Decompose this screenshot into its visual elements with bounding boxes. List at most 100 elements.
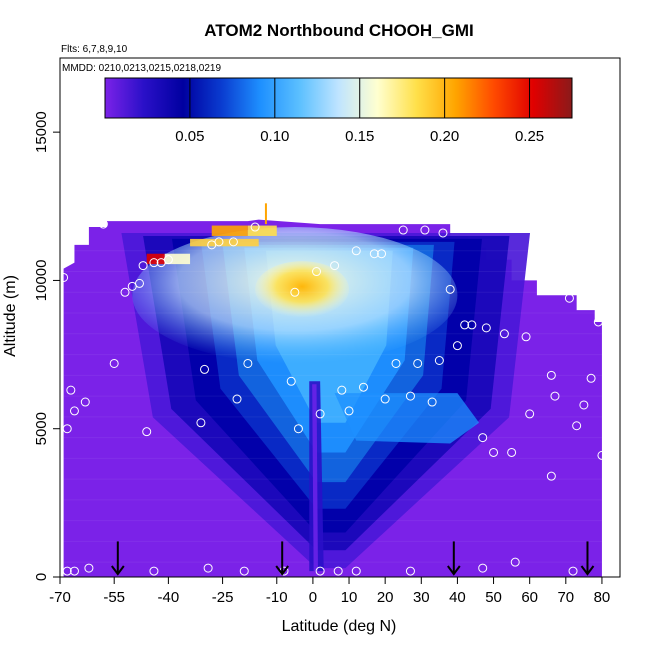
flight-arrows xyxy=(111,541,595,576)
observation-point xyxy=(330,261,340,271)
flight-arrow xyxy=(275,541,289,576)
observation-point xyxy=(499,329,509,339)
observation-point xyxy=(546,471,556,481)
flight-arrow xyxy=(447,541,461,576)
observation-point xyxy=(232,394,242,404)
observation-point xyxy=(420,225,430,235)
observation-point xyxy=(69,566,79,576)
x-tick-label: 20 xyxy=(377,589,394,606)
curtain-hot-cell xyxy=(190,238,259,247)
observation-points xyxy=(60,219,607,576)
observation-point xyxy=(489,447,499,457)
chart-title: ATOM2 Northbound CHOOH_GMI xyxy=(204,21,473,40)
plot-frame xyxy=(59,57,621,578)
concentration-curtain xyxy=(63,203,602,577)
observation-point xyxy=(546,370,556,380)
flight-arrow xyxy=(111,541,125,576)
observation-point xyxy=(109,358,119,368)
observation-point xyxy=(203,563,213,573)
observation-point xyxy=(507,447,517,457)
x-tick-label: -10 xyxy=(266,589,288,606)
x-tick-label: -40 xyxy=(158,589,180,606)
observation-point xyxy=(434,356,444,366)
observation-point xyxy=(337,385,347,395)
x-tick-label: -55 xyxy=(103,589,125,606)
observation-point xyxy=(290,287,300,297)
dates-label: MMDD: 0210,0213,0215,0218,0219 xyxy=(62,63,221,74)
y-tick-label: 0 xyxy=(33,573,50,581)
observation-point xyxy=(134,278,144,288)
observation-point xyxy=(467,320,477,330)
observation-point xyxy=(66,385,76,395)
y-tick-label: 10000 xyxy=(33,260,50,302)
observation-point xyxy=(478,563,488,573)
y-tick-label: 15000 xyxy=(33,111,50,153)
observation-point xyxy=(358,382,368,392)
curtain-band xyxy=(334,393,480,444)
observation-point xyxy=(62,424,72,434)
flight-arrow xyxy=(580,541,595,576)
observation-point xyxy=(427,397,437,407)
x-tick-label: 30 xyxy=(413,589,430,606)
observation-point xyxy=(315,566,325,576)
observation-point xyxy=(200,364,210,374)
observation-point xyxy=(243,358,253,368)
x-tick-label: 60 xyxy=(521,589,538,606)
observation-point xyxy=(550,391,560,401)
observation-point xyxy=(564,293,574,303)
observation-point xyxy=(214,237,224,247)
observation-point xyxy=(250,222,260,232)
observation-point xyxy=(163,255,173,265)
observation-point xyxy=(149,566,159,576)
x-tick-label: 10 xyxy=(341,589,358,606)
curtain-warm-core xyxy=(255,261,350,318)
observation-point xyxy=(460,320,470,330)
observation-point xyxy=(597,450,607,460)
observation-point xyxy=(398,225,408,235)
observation-point xyxy=(445,284,455,294)
x-tick-label: 80 xyxy=(594,589,611,606)
observation-point xyxy=(239,566,249,576)
observation-point xyxy=(344,406,354,416)
observation-point xyxy=(60,272,69,282)
observation-point xyxy=(351,246,361,256)
observation-point xyxy=(391,358,401,368)
observation-point xyxy=(405,391,415,401)
x-tick-label: -25 xyxy=(212,589,234,606)
observation-point xyxy=(510,557,520,567)
observation-point xyxy=(120,287,130,297)
observation-point xyxy=(478,433,488,443)
colorbar-tick-label: 0.20 xyxy=(430,128,459,145)
x-axis: -70 -55 -40 -25 -10 0 10 20 30 40 50 60 70 80 xyxy=(49,577,610,606)
observation-point xyxy=(380,394,390,404)
colorbar-tick-label: 0.05 xyxy=(175,128,204,145)
y-axis-label: Altitude (m) xyxy=(2,275,19,357)
y-axis: 0 5000 10000 15000 xyxy=(33,111,60,581)
flights-label: Flts: 6,7,8,9,10 xyxy=(61,44,128,55)
observation-point xyxy=(312,267,322,277)
curtain-hot-cell xyxy=(164,253,191,265)
x-tick-label: 0 xyxy=(309,589,317,606)
observation-point xyxy=(196,418,206,428)
x-tick-label: -70 xyxy=(49,589,71,606)
x-tick-label: 70 xyxy=(557,589,574,606)
observation-point xyxy=(351,566,361,576)
observation-point xyxy=(69,406,79,416)
observation-point xyxy=(228,237,238,247)
x-axis-label: Latitude (deg N) xyxy=(282,618,397,635)
observation-point xyxy=(286,376,296,386)
observation-point xyxy=(80,397,90,407)
colorbar-tick-label: 0.10 xyxy=(260,128,289,145)
observation-point xyxy=(481,323,491,333)
observation-point xyxy=(138,261,148,271)
observation-point xyxy=(98,219,108,229)
colorbar: 0.05 0.10 0.15 0.20 0.25 xyxy=(104,77,573,145)
observation-point xyxy=(438,228,448,238)
observation-point xyxy=(333,566,343,576)
observation-point xyxy=(84,563,94,573)
observation-point xyxy=(579,400,589,410)
observation-point xyxy=(369,249,379,259)
observation-point xyxy=(142,427,152,437)
observation-point xyxy=(586,373,596,383)
